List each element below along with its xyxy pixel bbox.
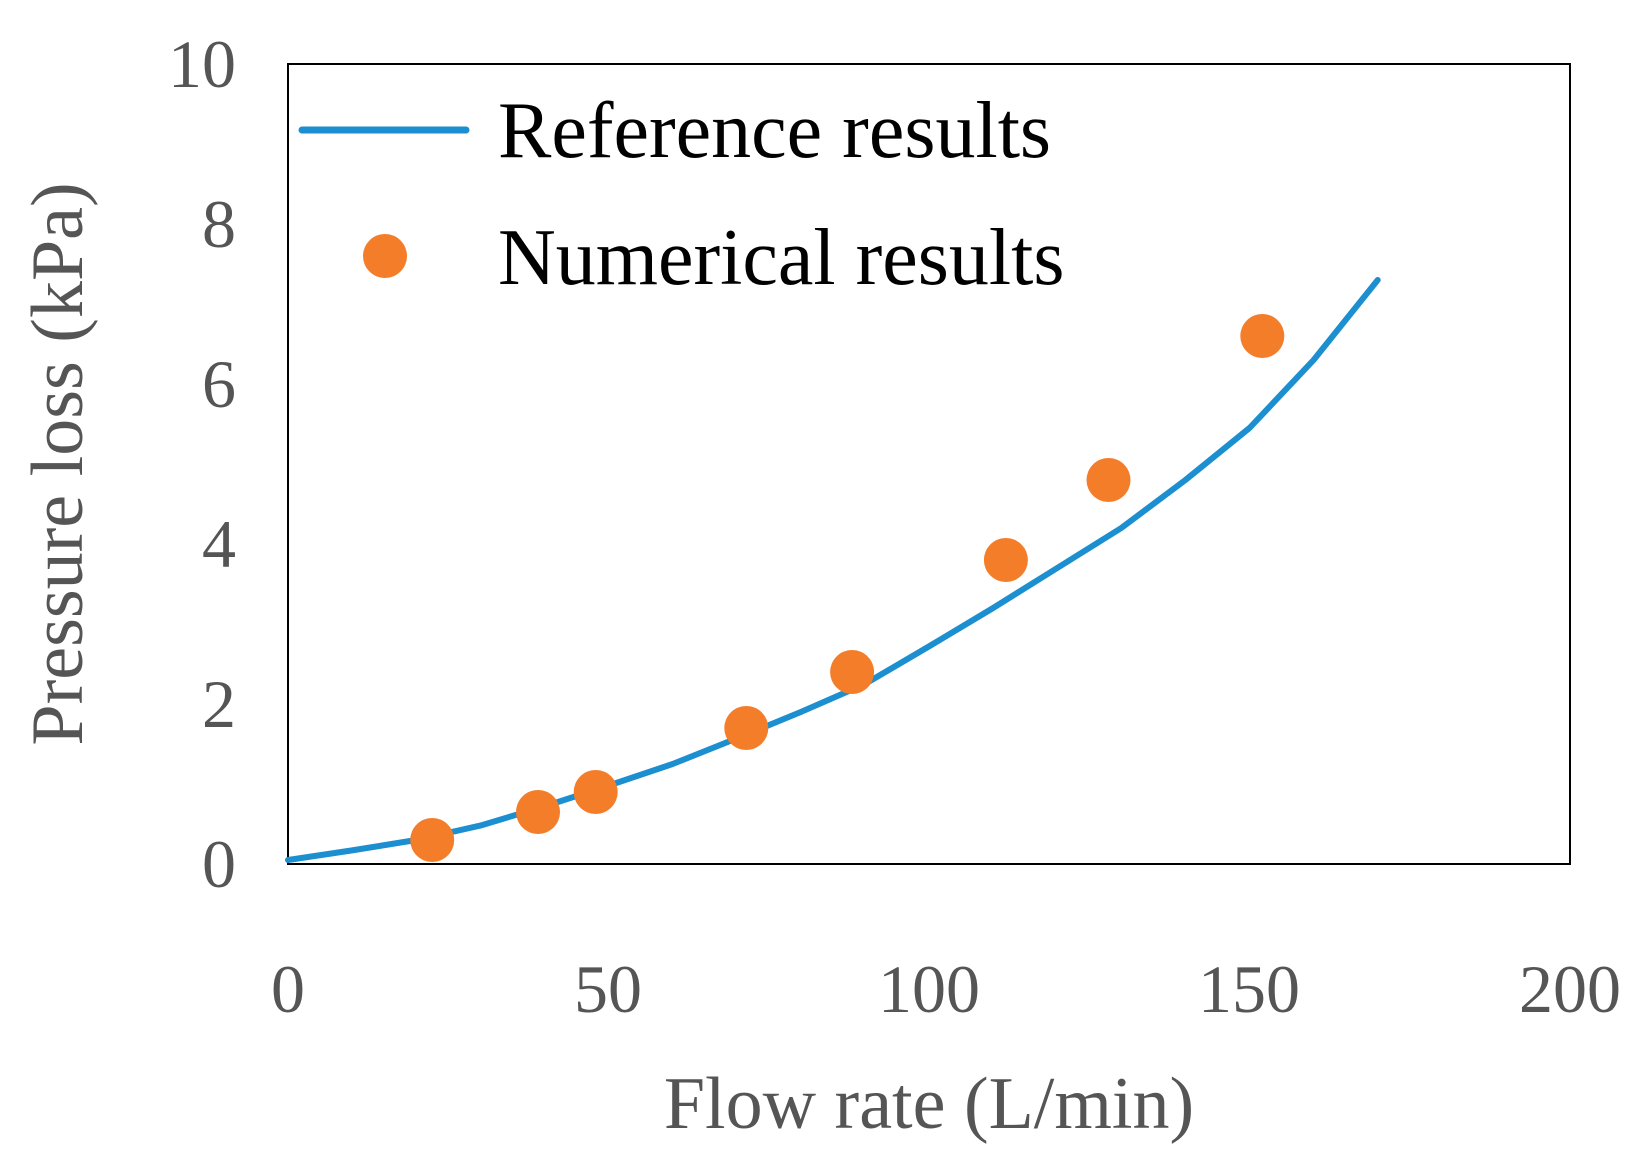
x-tick-label: 50	[574, 951, 642, 1027]
x-axis-title: Flow rate (L/min)	[664, 1063, 1194, 1145]
numerical-results-point	[410, 818, 455, 862]
numerical-results-point	[1240, 314, 1285, 358]
y-tick-label: 0	[202, 826, 236, 902]
y-axis-ticks: 0 2 4 6 8 10	[168, 26, 236, 902]
x-axis-ticks: 0 50 100 150 200	[271, 951, 1621, 1027]
x-tick-label: 100	[878, 951, 980, 1027]
legend-marker-numerical	[363, 234, 407, 278]
numerical-results-point	[1086, 458, 1131, 502]
numerical-results-point	[573, 770, 618, 814]
legend-label-reference: Reference results	[498, 87, 1051, 175]
x-tick-label: 150	[1198, 951, 1300, 1027]
y-tick-label: 2	[202, 666, 236, 742]
y-tick-label: 6	[202, 346, 236, 422]
numerical-results-point	[516, 790, 560, 834]
numerical-results-point	[983, 538, 1028, 582]
y-tick-label: 10	[168, 26, 236, 102]
legend: Reference results Numerical results	[298, 87, 1064, 302]
x-tick-label: 0	[271, 951, 305, 1027]
y-tick-label: 4	[202, 506, 236, 582]
reference-results-line	[285, 277, 1381, 863]
numerical-results-point	[724, 706, 769, 750]
numerical-results-points	[410, 314, 1285, 862]
plot-frame	[287, 63, 1571, 865]
numerical-results-point	[830, 650, 875, 694]
legend-label-numerical: Numerical results	[498, 214, 1064, 302]
y-tick-label: 8	[202, 186, 236, 262]
x-tick-label: 200	[1519, 951, 1621, 1027]
y-axis-title: Pressure loss (kPa)	[17, 182, 99, 745]
